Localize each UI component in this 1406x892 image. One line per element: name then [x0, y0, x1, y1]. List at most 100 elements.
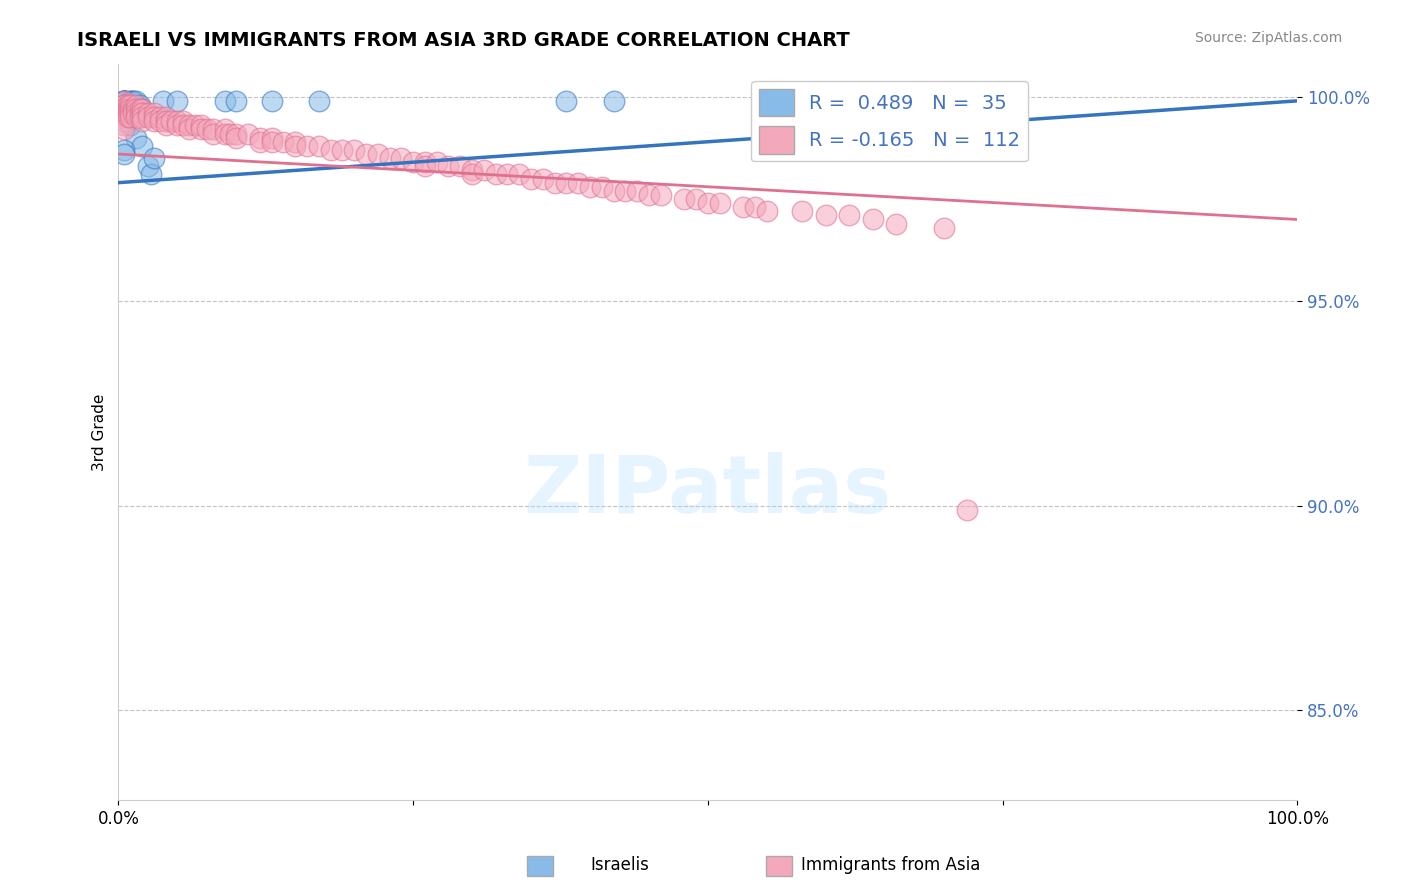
Point [112, 94, 135, 108]
Point [121, 106, 143, 120]
Point [956, 503, 979, 517]
Point [744, 200, 766, 214]
Point [673, 192, 696, 206]
Point [131, 139, 153, 153]
Text: ISRAELI VS IMMIGRANTS FROM ASIA 3RD GRADE CORRELATION CHART: ISRAELI VS IMMIGRANTS FROM ASIA 3RD GRAD… [77, 31, 851, 50]
Point [128, 110, 150, 124]
Point [117, 106, 139, 120]
Point [236, 127, 259, 141]
Point [284, 139, 307, 153]
Point [131, 106, 153, 120]
Point [112, 94, 135, 108]
Point [260, 130, 283, 145]
Point [166, 94, 188, 108]
Point [273, 135, 295, 149]
Point [117, 110, 139, 124]
Point [214, 122, 236, 136]
Point [120, 102, 142, 116]
Point [128, 102, 150, 116]
Point [626, 184, 648, 198]
Point [112, 114, 135, 128]
Point [112, 98, 135, 112]
Point [166, 119, 188, 133]
Point [142, 106, 165, 120]
Point [131, 110, 153, 124]
Point [886, 217, 908, 231]
Point [367, 147, 389, 161]
Point [112, 143, 135, 157]
Point [128, 102, 150, 116]
Point [125, 130, 148, 145]
Text: Israelis: Israelis [591, 855, 650, 873]
Point [112, 94, 135, 108]
Point [354, 147, 377, 161]
Point [112, 94, 135, 108]
Point [184, 119, 207, 133]
Point [112, 94, 135, 108]
Point [579, 179, 602, 194]
Point [128, 106, 150, 120]
Point [112, 122, 135, 136]
Point [225, 130, 247, 145]
Point [402, 155, 425, 169]
Point [389, 151, 412, 165]
Point [531, 171, 554, 186]
Point [121, 94, 143, 108]
Point [112, 94, 135, 108]
Point [136, 106, 159, 120]
Text: Immigrants from Asia: Immigrants from Asia [801, 855, 981, 873]
Point [117, 102, 139, 116]
Point [142, 151, 165, 165]
Point [472, 163, 495, 178]
Point [125, 106, 148, 120]
Point [112, 106, 135, 120]
Point [112, 94, 135, 108]
Legend: R =  0.489   N =  35, R = -0.165   N =  112: R = 0.489 N = 35, R = -0.165 N = 112 [751, 81, 1028, 161]
Point [485, 168, 508, 182]
Point [225, 94, 247, 108]
Point [461, 168, 484, 182]
Text: Source: ZipAtlas.com: Source: ZipAtlas.com [1195, 31, 1343, 45]
Point [602, 94, 624, 108]
Point [166, 114, 188, 128]
Point [125, 94, 148, 108]
Point [121, 94, 143, 108]
Point [932, 220, 955, 235]
Point [195, 122, 218, 136]
Point [160, 114, 183, 128]
Point [838, 208, 860, 222]
Point [567, 176, 589, 190]
Point [249, 135, 271, 149]
Point [838, 94, 860, 108]
Point [155, 110, 177, 124]
Point [136, 110, 159, 124]
Point [120, 94, 142, 108]
Point [343, 143, 366, 157]
Point [862, 212, 884, 227]
Point [709, 196, 731, 211]
Point [131, 102, 153, 116]
Point [136, 159, 159, 173]
Point [413, 159, 436, 173]
Point [413, 155, 436, 169]
Point [190, 122, 212, 136]
Point [814, 208, 837, 222]
Point [260, 135, 283, 149]
Point [120, 110, 142, 124]
Point [201, 122, 224, 136]
Point [638, 188, 661, 202]
Point [555, 176, 578, 190]
Point [685, 192, 707, 206]
Point [112, 119, 135, 133]
Point [134, 106, 156, 120]
Point [201, 127, 224, 141]
Point [149, 110, 172, 124]
Point [121, 102, 143, 116]
Point [650, 188, 672, 202]
Text: ZIPatlas: ZIPatlas [523, 452, 891, 530]
Point [295, 139, 318, 153]
Point [179, 122, 201, 136]
Point [602, 184, 624, 198]
Point [496, 168, 519, 182]
Point [125, 102, 148, 116]
